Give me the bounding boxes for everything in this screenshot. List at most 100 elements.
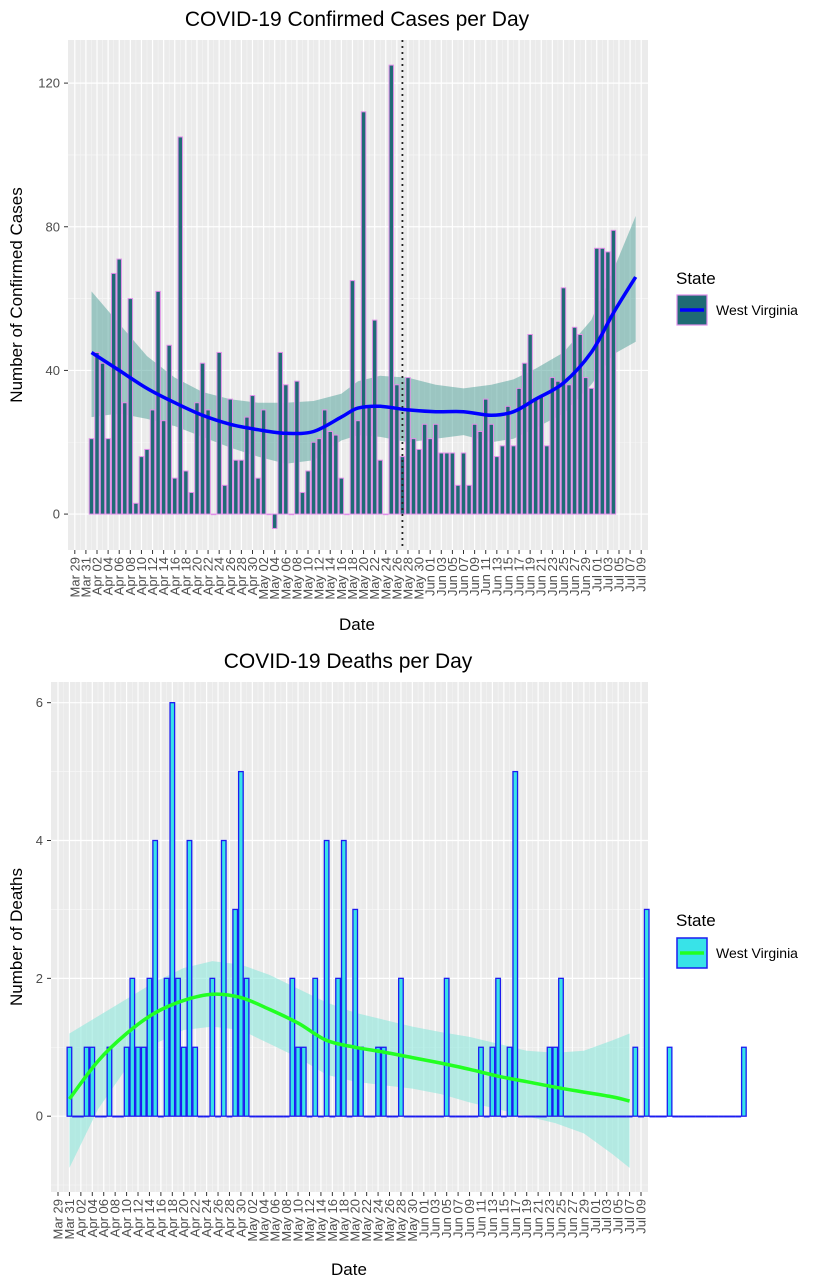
x-tick-label: Jul 01 bbox=[588, 1199, 603, 1234]
x-tick-label: Jun 01 bbox=[416, 1199, 431, 1238]
x-tick-label: May 04 bbox=[256, 1199, 271, 1242]
bar bbox=[117, 1115, 124, 1118]
bar bbox=[149, 409, 156, 515]
y-tick-label: 0 bbox=[53, 507, 60, 522]
x-tick-label: May 04 bbox=[267, 557, 282, 600]
bar bbox=[529, 1115, 536, 1118]
bar bbox=[243, 977, 250, 1117]
bar bbox=[215, 1115, 221, 1118]
bar bbox=[88, 438, 95, 515]
x-tick-label: May 22 bbox=[367, 557, 382, 600]
bar bbox=[558, 977, 564, 1117]
x-tick-label: Jun 27 bbox=[567, 557, 582, 596]
y-tick-label: 120 bbox=[38, 76, 60, 91]
x-tick-label: Apr 12 bbox=[131, 1199, 146, 1237]
x-tick-label: May 28 bbox=[393, 1199, 408, 1242]
x-tick-label: Jun 29 bbox=[578, 557, 593, 596]
x-tick-label: Apr 02 bbox=[90, 557, 105, 595]
x-tick-label: May 20 bbox=[356, 557, 371, 600]
bar bbox=[89, 1046, 96, 1117]
bar bbox=[443, 977, 450, 1117]
x-tick-label: May 08 bbox=[279, 1199, 294, 1242]
bar bbox=[505, 405, 511, 515]
bar bbox=[357, 1046, 364, 1117]
bar bbox=[582, 377, 589, 515]
bar bbox=[333, 434, 339, 515]
bar bbox=[420, 1115, 427, 1118]
bar bbox=[66, 1046, 73, 1117]
bar bbox=[532, 398, 539, 515]
bar bbox=[157, 1115, 164, 1118]
bar bbox=[483, 398, 489, 515]
bar bbox=[410, 438, 417, 515]
bar bbox=[152, 839, 159, 1117]
y-tick-label: 0 bbox=[36, 1109, 43, 1124]
x-tick-label: May 12 bbox=[312, 557, 327, 600]
x-tick-label: Jul 09 bbox=[634, 1199, 649, 1234]
bar bbox=[299, 492, 306, 515]
bar bbox=[197, 1115, 204, 1118]
bar bbox=[105, 438, 111, 515]
x-tick-label: Jun 07 bbox=[451, 1199, 466, 1238]
bar bbox=[689, 1115, 696, 1118]
x-tick-label: Mar 31 bbox=[78, 557, 93, 597]
x-tick-label: Jul 01 bbox=[589, 557, 604, 592]
x-tick-label: Apr 08 bbox=[123, 557, 138, 595]
x-tick-label: Apr 20 bbox=[189, 557, 204, 595]
x-tick-label: Jun 15 bbox=[500, 557, 515, 596]
bar bbox=[438, 452, 445, 515]
y-tick-label: 6 bbox=[36, 695, 43, 710]
cases-legend-label: West Virginia bbox=[716, 302, 798, 318]
bar bbox=[592, 1115, 599, 1118]
x-tick-label: Mar 29 bbox=[67, 557, 82, 597]
x-tick-label: Apr 26 bbox=[223, 557, 238, 595]
y-tick-label: 2 bbox=[36, 971, 43, 986]
bar bbox=[226, 1115, 233, 1118]
x-tick-label: Apr 28 bbox=[222, 1199, 237, 1237]
bar bbox=[478, 1046, 484, 1117]
x-tick-label: Jun 05 bbox=[445, 557, 460, 596]
bar bbox=[209, 977, 216, 1117]
bar bbox=[169, 702, 176, 1117]
bar bbox=[329, 1115, 336, 1118]
x-tick-label: Jul 07 bbox=[622, 1199, 637, 1234]
x-tick-label: May 08 bbox=[289, 557, 304, 600]
x-tick-label: May 06 bbox=[278, 557, 293, 600]
x-tick-label: Jun 19 bbox=[519, 1199, 534, 1238]
bar bbox=[386, 1115, 393, 1118]
x-tick-label: Apr 18 bbox=[178, 557, 193, 595]
bar bbox=[580, 1115, 587, 1118]
bar bbox=[255, 477, 261, 515]
x-tick-label: May 18 bbox=[336, 1199, 351, 1242]
bar bbox=[729, 1115, 736, 1118]
bar bbox=[655, 1115, 662, 1118]
bar bbox=[560, 287, 567, 515]
bar bbox=[177, 136, 184, 515]
bar bbox=[266, 1115, 273, 1118]
bar bbox=[160, 420, 167, 515]
bar bbox=[300, 1046, 307, 1117]
bar bbox=[312, 977, 319, 1117]
x-tick-label: May 16 bbox=[325, 1199, 340, 1242]
bar bbox=[695, 1115, 702, 1118]
bar bbox=[706, 1115, 713, 1118]
x-tick-label: Jun 09 bbox=[467, 557, 482, 596]
bar bbox=[518, 1115, 524, 1118]
bar bbox=[383, 513, 389, 516]
cases-legend: State West Virginia bbox=[676, 269, 798, 326]
bar bbox=[712, 1115, 719, 1118]
bar bbox=[146, 977, 153, 1117]
bar bbox=[194, 402, 200, 515]
bar bbox=[72, 1115, 79, 1118]
x-tick-label: May 26 bbox=[382, 1199, 397, 1242]
bar bbox=[700, 1115, 707, 1118]
x-tick-label: Jun 11 bbox=[473, 1199, 488, 1237]
bar bbox=[599, 247, 606, 515]
bar bbox=[489, 1046, 496, 1117]
bar bbox=[577, 334, 583, 515]
bar bbox=[546, 1046, 553, 1117]
bar bbox=[317, 1115, 324, 1118]
bar bbox=[609, 1115, 616, 1118]
bar bbox=[289, 977, 296, 1117]
